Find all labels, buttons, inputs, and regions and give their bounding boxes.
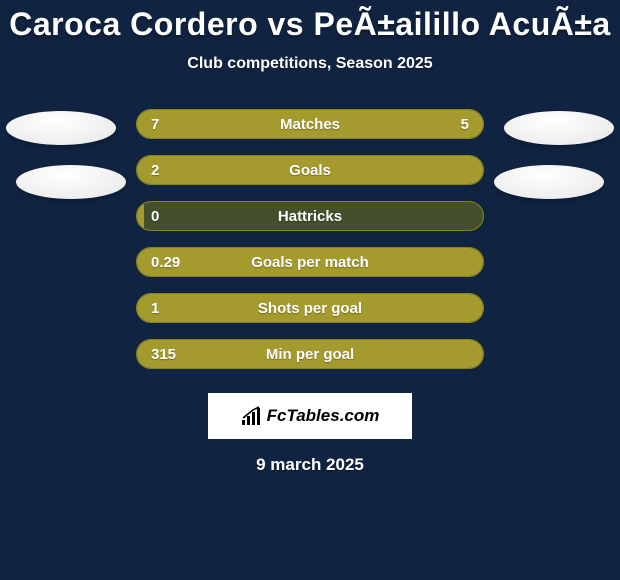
stat-bars: 75Matches 2Goals 0Hattricks 0.29Goals per m… — [136, 109, 484, 385]
page-title: Caroca Cordero vs PeÃ±ailillo AcuÃ±a — [0, 0, 620, 43]
stat-label: Min per goal — [137, 340, 483, 368]
stat-label: Shots per goal — [137, 294, 483, 322]
comparison-card: Caroca Cordero vs PeÃ±ailillo AcuÃ±a Clu… — [0, 0, 620, 580]
stat-row: 2Goals — [136, 155, 484, 185]
stat-label: Goals per match — [137, 248, 483, 276]
player2-team-avatar — [494, 165, 604, 199]
stat-label: Hattricks — [137, 202, 483, 230]
stat-row: 1Shots per goal — [136, 293, 484, 323]
fctables-logo-icon — [241, 406, 261, 426]
stat-row: 75Matches — [136, 109, 484, 139]
date-line: 9 march 2025 — [0, 455, 620, 475]
stat-label: Matches — [137, 110, 483, 138]
brand-badge[interactable]: FcTables.com — [208, 393, 412, 439]
stat-label: Goals — [137, 156, 483, 184]
stat-row: 315Min per goal — [136, 339, 484, 369]
stat-row: 0Hattricks — [136, 201, 484, 231]
player2-avatar — [504, 111, 614, 145]
player1-team-avatar — [16, 165, 126, 199]
body-area: 75Matches 2Goals 0Hattricks 0.29Goals per m… — [0, 109, 620, 379]
player1-avatar — [6, 111, 116, 145]
brand-text: FcTables.com — [267, 406, 380, 426]
subtitle: Club competitions, Season 2025 — [0, 55, 620, 73]
stat-row: 0.29Goals per match — [136, 247, 484, 277]
